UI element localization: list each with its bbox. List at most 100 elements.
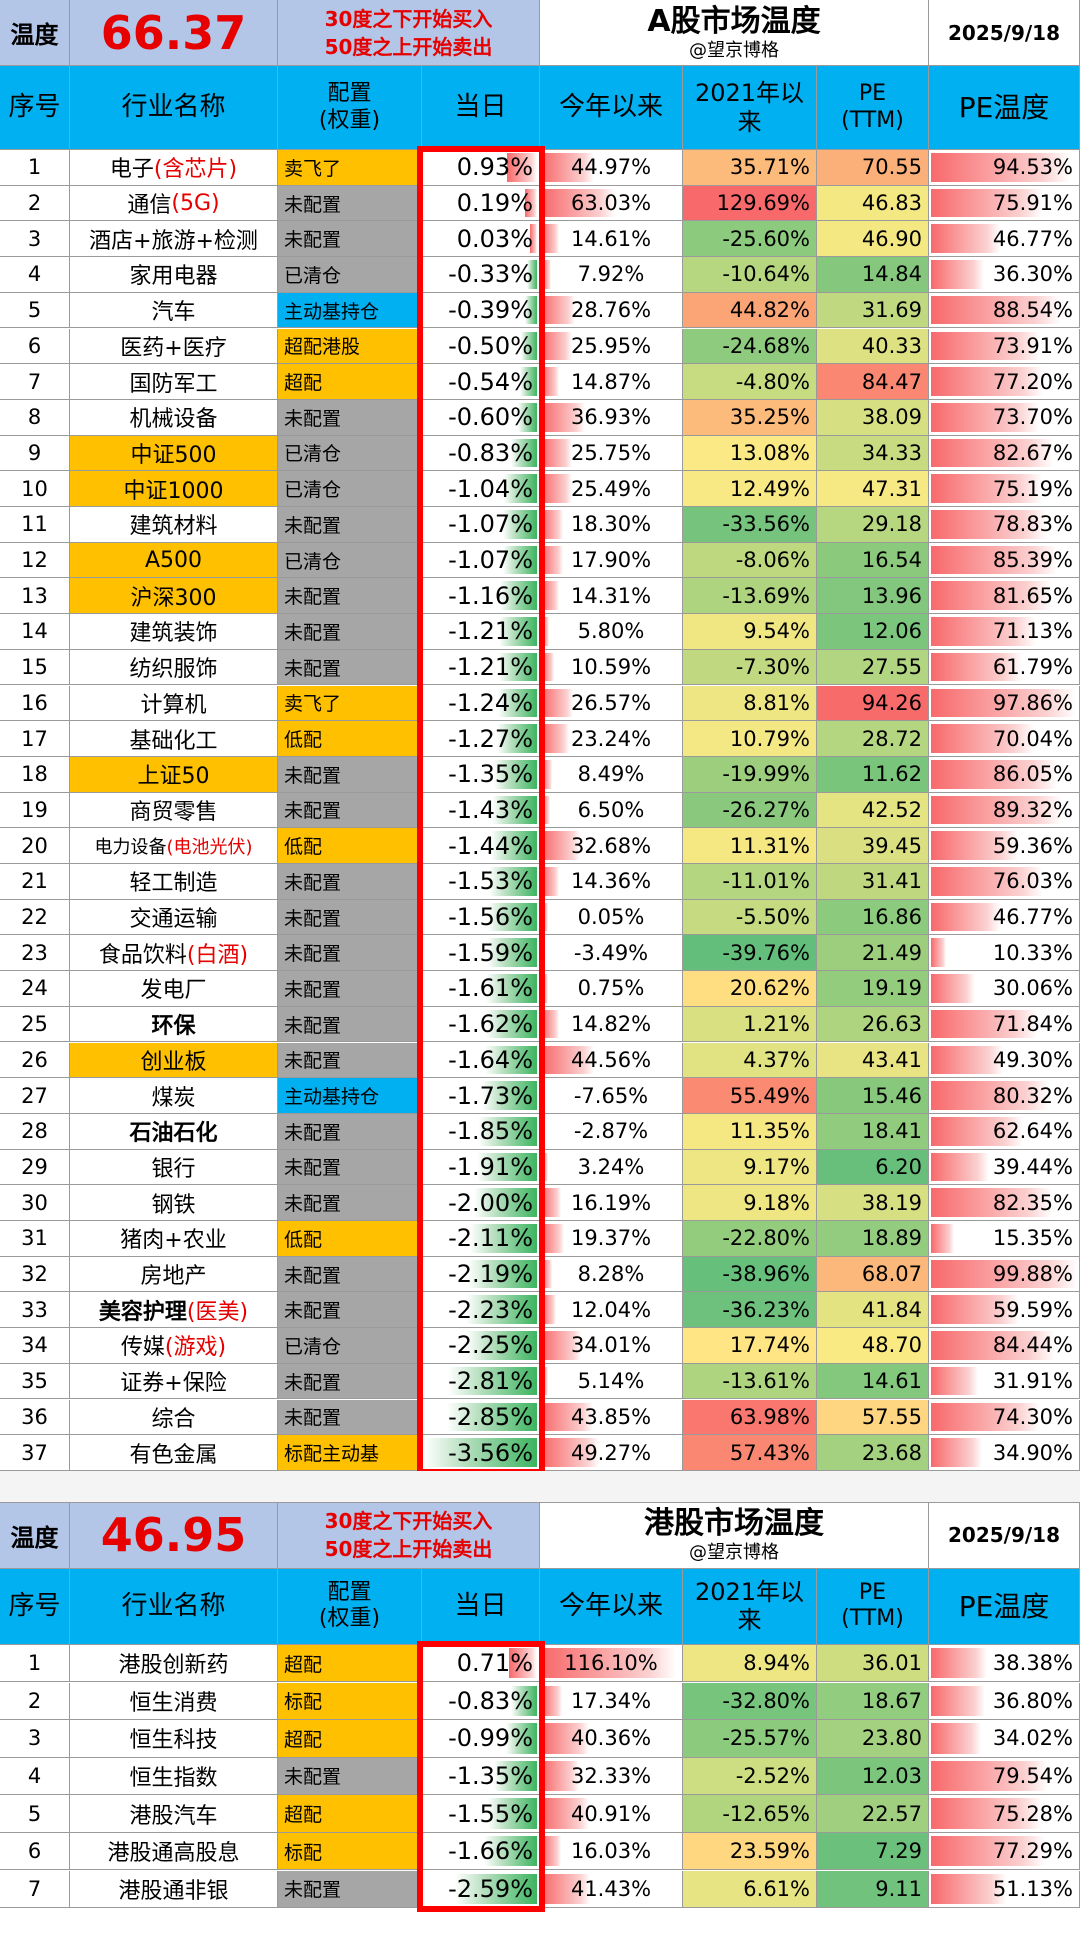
row-no-text: 7 — [27, 369, 42, 394]
since-2021-change: -24.68% — [683, 328, 817, 365]
industry-name-text: 酒店+旅游+检测 — [89, 228, 258, 254]
since-2021-change: -4.80% — [683, 364, 817, 400]
a_share-header-name: 行业名称 — [70, 66, 278, 150]
industry-name: 猪肉+农业 — [70, 1221, 278, 1257]
pe-ttm: 9.11 — [817, 1870, 929, 1909]
industry-name-text: 恒生消费 — [129, 1690, 218, 1716]
row-no-text: 24 — [21, 976, 48, 1001]
a_share-title-block: A股市场温度 @望京博格 — [540, 0, 929, 66]
pe-temperature-bar — [931, 688, 1075, 718]
since-2021-change: -7.30% — [683, 649, 817, 686]
pe-temperature: 73.91% — [929, 328, 1080, 365]
since-2021-change-text: 57.43% — [729, 1440, 810, 1465]
allocation: 超配 — [278, 364, 422, 400]
industry-name-text: A500 — [144, 547, 203, 573]
allocation-text: 未配置 — [284, 871, 342, 894]
ytd-change-bar — [542, 224, 559, 254]
pe-ttm: 15.46 — [817, 1078, 929, 1114]
allocation-text: 已清仓 — [284, 479, 342, 502]
ytd-change-bar — [542, 295, 576, 325]
day-change-text: 0.19% — [456, 189, 533, 218]
pe-ttm-text: 21.49 — [861, 940, 922, 965]
industry-name: 银行 — [70, 1149, 278, 1186]
day-change-text: -1.04% — [448, 474, 533, 503]
a_share-header-day: 当日 — [422, 66, 540, 150]
pe-temperature-bar — [931, 581, 1052, 611]
pe-ttm-text: 46.90 — [861, 226, 922, 251]
pe-temperature-text: 77.20% — [992, 369, 1073, 394]
row-no-text: 6 — [27, 1839, 42, 1864]
pe-ttm: 26.63 — [817, 1006, 929, 1043]
industry-name: 钢铁 — [70, 1185, 278, 1221]
allocation: 未配置 — [278, 1757, 422, 1796]
pe-temperature-text: 82.35% — [992, 1190, 1073, 1215]
pe-ttm-text: 27.55 — [861, 655, 922, 680]
allocation-text: 标配 — [284, 1841, 323, 1864]
allocation-text: 未配置 — [284, 978, 342, 1001]
day-change: -0.54% — [422, 364, 540, 400]
day-change-text: -2.59% — [448, 1874, 533, 1903]
ytd-change-text: 44.56% — [570, 1047, 652, 1072]
ytd-change-bar — [542, 260, 552, 289]
row-no: 21 — [0, 864, 70, 900]
allocation: 已清仓 — [278, 471, 422, 507]
day-change: -0.33% — [422, 257, 540, 293]
a_share-header-since2021-text: 2021年以来 — [694, 78, 805, 136]
allocation-text: 超配 — [284, 372, 323, 395]
industry-name: 机械设备 — [70, 399, 278, 436]
industry-name-note: (含芯片) — [153, 157, 238, 183]
since-2021-change-text: 23.59% — [729, 1839, 810, 1864]
pe-temperature-bar — [931, 224, 1000, 254]
day-change: -1.21% — [422, 614, 540, 650]
ytd-change-bar — [542, 1835, 561, 1867]
pe-temperature: 75.91% — [929, 185, 1080, 222]
allocation-text: 未配置 — [284, 1193, 342, 1216]
day-change-text: -0.54% — [448, 367, 533, 396]
day-change-bar — [510, 1685, 537, 1717]
pe-temperature-text: 86.05% — [992, 762, 1073, 787]
pe-temperature-bar — [931, 1224, 954, 1253]
allocation: 已清仓 — [278, 542, 422, 579]
day-change-bar — [497, 688, 537, 718]
day-change: -2.25% — [422, 1328, 540, 1364]
day-change-text: -2.23% — [448, 1295, 533, 1324]
pe-ttm: 38.09 — [817, 399, 929, 436]
day-change-bar — [466, 1295, 537, 1325]
ytd-change-bar — [542, 1402, 593, 1432]
day-change-text: -1.35% — [448, 1761, 533, 1790]
ytd-change-text: 17.34% — [570, 1688, 652, 1713]
industry-name-text: 汽车 — [151, 300, 196, 326]
pe-temperature-bar — [931, 1152, 989, 1182]
since-2021-change: -10.64% — [683, 257, 817, 293]
pe-ttm-text: 34.33 — [861, 440, 922, 465]
day-change-text: -1.27% — [448, 724, 533, 753]
pe-temperature-text: 59.59% — [992, 1297, 1073, 1322]
ytd-change: 36.93% — [540, 399, 683, 436]
ytd-change-text: 23.24% — [570, 726, 652, 751]
allocation-text: 低配 — [284, 729, 323, 752]
allocation-text: 低配 — [284, 1228, 323, 1251]
pe-ttm: 43.41 — [817, 1042, 929, 1079]
industry-name: 电力设备 (电池光伏) — [70, 828, 278, 864]
day-change: -0.83% — [422, 435, 540, 472]
ytd-change-text: 6.50% — [577, 797, 645, 822]
ytd-change: 28.76% — [540, 292, 683, 329]
pe-ttm-text: 15.46 — [861, 1083, 922, 1108]
since-2021-change: -13.69% — [683, 578, 817, 615]
hk_share-header-ytd: 今年以来 — [540, 1568, 683, 1645]
row-no-text: 7 — [27, 1876, 42, 1901]
since-2021-change: 44.82% — [683, 292, 817, 329]
industry-name-text: 中证500 — [130, 442, 217, 468]
pe-temperature-bar — [931, 617, 1036, 646]
since-2021-change: -32.80% — [683, 1682, 817, 1721]
industry-name: 石油石化 — [70, 1113, 278, 1150]
pe-temperature: 39.44% — [929, 1149, 1080, 1186]
row-no: 34 — [0, 1328, 70, 1364]
pe-ttm: 6.20 — [817, 1149, 929, 1186]
since-2021-change: -19.99% — [683, 756, 817, 793]
pe-temperature: 74.30% — [929, 1399, 1080, 1436]
industry-name: 中证500 — [70, 435, 278, 472]
industry-name-text: 传媒 — [120, 1335, 165, 1361]
row-no: 17 — [0, 721, 70, 757]
allocation: 未配置 — [278, 1256, 422, 1293]
